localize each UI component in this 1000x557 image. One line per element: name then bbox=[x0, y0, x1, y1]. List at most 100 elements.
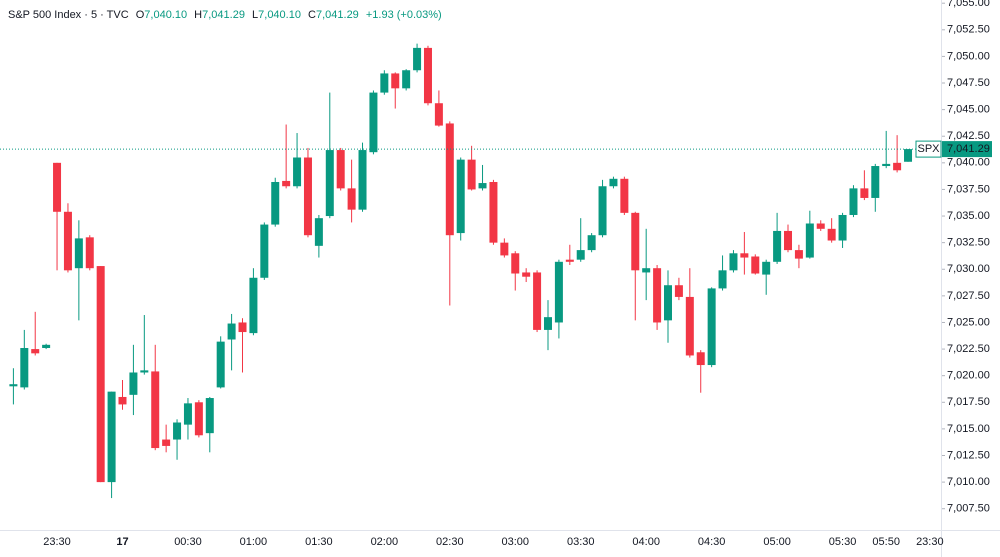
candle-body bbox=[118, 396, 127, 405]
candle-body bbox=[478, 183, 487, 189]
candle-body bbox=[42, 344, 51, 349]
candle-body bbox=[53, 162, 62, 212]
candle-body bbox=[860, 188, 869, 198]
x-tick-label: 00:30 bbox=[174, 536, 202, 548]
x-tick-label: 03:30 bbox=[567, 536, 595, 548]
candle-body bbox=[249, 277, 258, 334]
candle-body bbox=[85, 237, 94, 269]
price-tag-box bbox=[942, 141, 992, 158]
x-tick-label: 02:00 bbox=[371, 536, 399, 548]
y-tick-label: 7,015.00 bbox=[947, 423, 990, 435]
y-tick-label: 7,007.50 bbox=[947, 503, 990, 515]
y-tick-label: 7,055.00 bbox=[947, 0, 990, 9]
candle-body bbox=[325, 150, 334, 217]
x-tick-label: 02:30 bbox=[436, 536, 464, 548]
plot-area bbox=[0, 43, 941, 499]
y-tick-label: 7,027.50 bbox=[947, 290, 990, 302]
candle-body bbox=[500, 242, 509, 256]
candle-body bbox=[729, 253, 738, 271]
change: +1.93 (+0.03%) bbox=[366, 9, 442, 21]
candle-body bbox=[271, 181, 280, 225]
candle-body bbox=[194, 402, 203, 436]
candle-body bbox=[456, 159, 465, 234]
y-tick-label: 7,042.50 bbox=[947, 130, 990, 142]
candle-body bbox=[740, 253, 749, 258]
candle-body bbox=[303, 157, 312, 236]
candle-body bbox=[620, 178, 629, 213]
candle-body bbox=[434, 103, 443, 126]
candle-body bbox=[282, 180, 291, 187]
x-tick-label: 05:30 bbox=[829, 536, 857, 548]
y-tick-label: 7,035.00 bbox=[947, 210, 990, 222]
candle-body bbox=[784, 230, 793, 251]
candle-body bbox=[565, 259, 574, 262]
candle-body bbox=[336, 150, 345, 189]
y-tick-label: 7,012.50 bbox=[947, 449, 990, 461]
candle-body bbox=[696, 352, 705, 366]
candle-body bbox=[9, 384, 18, 387]
y-tick-label: 7,032.50 bbox=[947, 237, 990, 249]
x-tick-label: 01:30 bbox=[305, 536, 333, 548]
candle-body bbox=[522, 272, 531, 277]
candle-body bbox=[107, 391, 116, 483]
candle-body bbox=[467, 159, 476, 190]
candle-body bbox=[533, 272, 542, 330]
ohlc-key: H bbox=[194, 9, 202, 21]
candle-body bbox=[511, 253, 520, 274]
candle-body bbox=[369, 92, 378, 153]
candle-body bbox=[413, 47, 422, 71]
candle-body bbox=[827, 228, 836, 241]
y-tick-label: 7,025.00 bbox=[947, 316, 990, 328]
symbol: S&P 500 Index · 5 · TVC bbox=[8, 9, 129, 21]
candle-body bbox=[598, 186, 607, 236]
candle-body bbox=[227, 323, 236, 340]
candle-body bbox=[882, 163, 891, 167]
candle-body bbox=[238, 322, 247, 333]
candle-body bbox=[794, 250, 803, 259]
candle-body bbox=[718, 270, 727, 289]
x-tick-label: 04:00 bbox=[632, 536, 660, 548]
candle-body bbox=[347, 188, 356, 210]
candle-body bbox=[402, 70, 411, 89]
candle-body bbox=[380, 73, 389, 93]
ohlc-value: 7,041.29 bbox=[316, 9, 359, 21]
x-tick-label: 05:50 bbox=[872, 536, 900, 548]
price-tag-name: SPX bbox=[917, 143, 940, 155]
candle-body bbox=[653, 268, 662, 323]
ohlc-key: O bbox=[136, 9, 145, 21]
x-tick-label: 05:00 bbox=[763, 536, 791, 548]
ohlc-key: L bbox=[252, 9, 258, 21]
price-tag-name-box bbox=[915, 140, 942, 158]
legend-header: S&P 500 Index · 5 · TVC O7,040.10 H7,041… bbox=[8, 9, 442, 21]
candle-body bbox=[129, 372, 138, 395]
candle-body bbox=[151, 371, 160, 449]
candle-body bbox=[96, 266, 105, 483]
y-tick-label: 7,037.50 bbox=[947, 183, 990, 195]
candle-body bbox=[849, 188, 858, 215]
ohlc-value: 7,040.10 bbox=[144, 9, 187, 21]
y-tick-label: 7,030.00 bbox=[947, 263, 990, 275]
candle-body bbox=[314, 218, 323, 246]
candle-body bbox=[554, 261, 563, 323]
candle-body bbox=[358, 150, 367, 210]
candle-body bbox=[751, 256, 760, 274]
candle-body bbox=[445, 123, 454, 236]
candle-body bbox=[260, 224, 269, 278]
ohlc-value: 7,041.29 bbox=[202, 9, 245, 21]
candle-body bbox=[587, 235, 596, 251]
y-tick-label: 7,017.50 bbox=[947, 396, 990, 408]
candle-body bbox=[609, 178, 618, 187]
candle-body bbox=[838, 214, 847, 241]
y-tick-label: 7,010.00 bbox=[947, 476, 990, 488]
candle-body bbox=[183, 403, 192, 425]
x-tick-label: 04:30 bbox=[698, 536, 726, 548]
candle-body bbox=[664, 285, 672, 321]
candle-body bbox=[893, 162, 902, 171]
x-tick-label: 01:00 bbox=[240, 536, 268, 548]
y-tick-label: 7,022.50 bbox=[947, 343, 990, 355]
candle-body bbox=[631, 212, 640, 271]
x-tick-label: 23:30 bbox=[916, 536, 944, 548]
candle-body bbox=[685, 296, 694, 356]
candle-body bbox=[543, 317, 552, 330]
candle-body bbox=[642, 268, 651, 273]
